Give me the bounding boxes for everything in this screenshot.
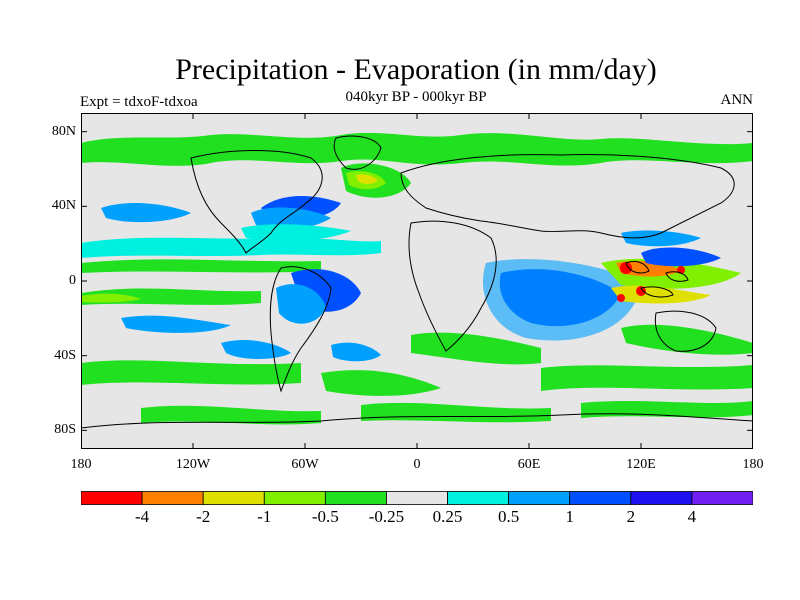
lat-tick-label: 40S [54, 347, 76, 363]
colorbar-swatch [569, 491, 632, 505]
lon-tick-label: 60E [517, 457, 541, 472]
colorbar-swatch [324, 491, 387, 505]
lon-tick-label: 180 [742, 457, 764, 472]
experiment-label: Expt = tdxoF-tdxoa [80, 94, 198, 110]
colorbar-swatch [202, 491, 265, 505]
season-label: ANN [720, 92, 754, 108]
colorbar-swatch [447, 491, 510, 505]
colorbar-swatch [691, 491, 753, 505]
colorbar-swatch [386, 491, 448, 505]
lat-tick-label: 80N [51, 123, 76, 139]
pe-field [81, 132, 753, 425]
plot-title: Precipitation - Evaporation (in mm/day) [175, 53, 657, 86]
lat-tick-label: 0 [69, 273, 76, 288]
colorbar-label: 0.5 [498, 507, 520, 526]
colorbar-swatch [508, 491, 571, 505]
lat-tick-label: 80S [54, 422, 76, 438]
colorbar-swatch [141, 491, 204, 505]
lat-tick-label: 40N [51, 198, 76, 214]
colorbar-label: 0.25 [432, 507, 463, 526]
colorbar-label: 4 [687, 507, 697, 526]
colorbar-label: -0.25 [368, 507, 405, 526]
colorbar-label: -0.5 [311, 507, 339, 526]
lon-tick-label: 120E [626, 457, 656, 472]
plot-subtitle: 040kyr BP - 000kyr BP [345, 89, 487, 105]
colorbar-label: -1 [257, 507, 272, 526]
lon-tick-label: 180 [70, 457, 92, 472]
colorbar-label: -2 [196, 507, 211, 526]
lon-tick-label: 60W [291, 457, 319, 472]
map [81, 113, 753, 449]
colorbar [81, 491, 753, 505]
colorbar-swatch [630, 491, 693, 505]
lon-tick-label: 0 [413, 457, 421, 472]
colorbar-label: 2 [626, 507, 636, 526]
colorbar-swatch [81, 491, 143, 505]
colorbar-label: 1 [565, 507, 574, 526]
lon-tick-label: 120W [175, 457, 211, 472]
colorbar-label: -4 [134, 507, 150, 526]
coastlines [81, 135, 753, 429]
colorbar-swatch [263, 491, 326, 505]
